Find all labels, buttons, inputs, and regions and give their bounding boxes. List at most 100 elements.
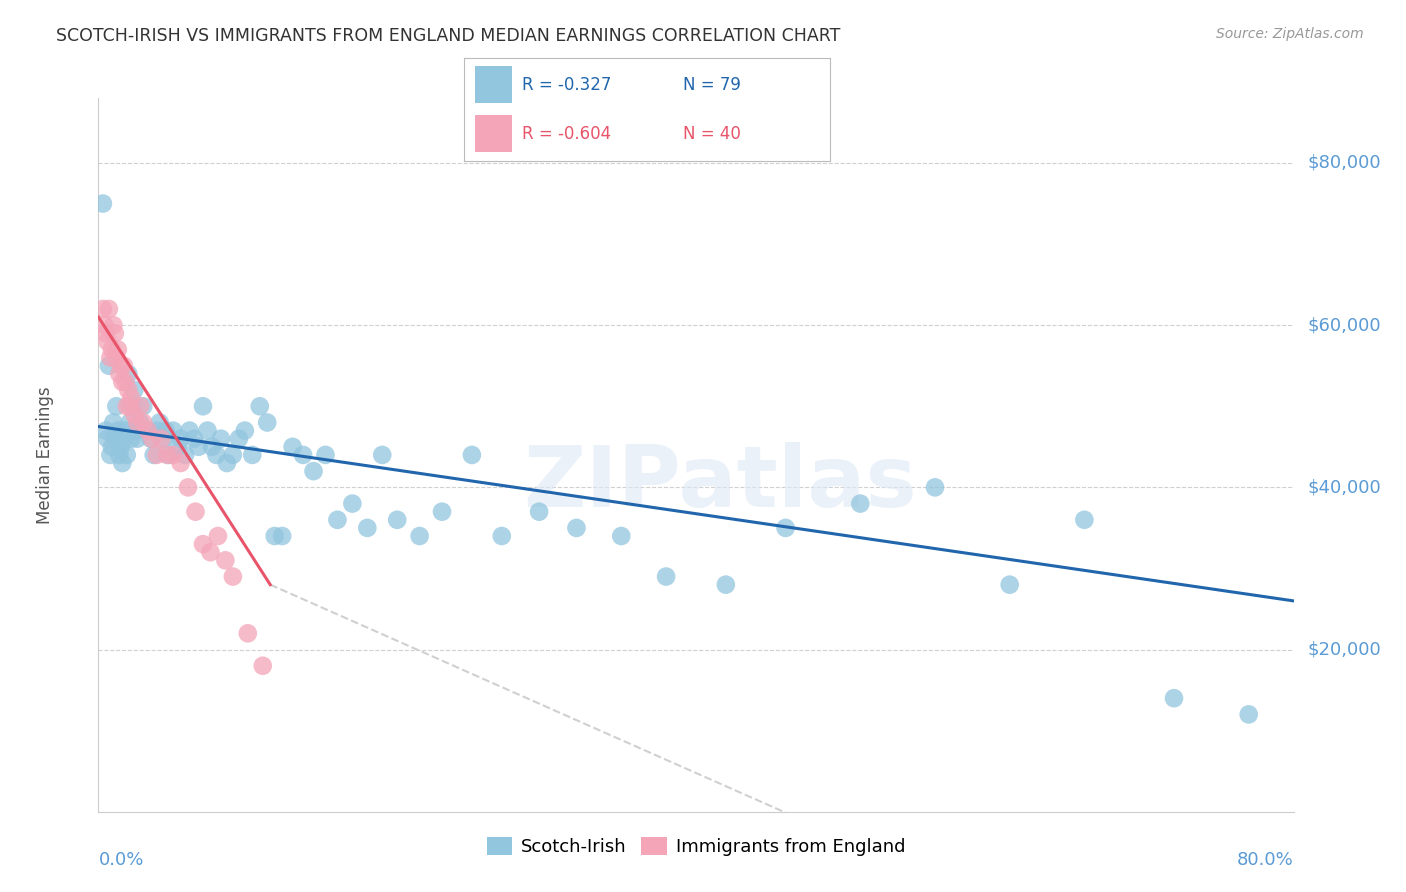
Point [98,448,122,462]
Point [118,416,141,430]
Point [215,456,238,470]
Point [145,448,167,462]
Point [101,343,124,357]
Point [129,399,152,413]
Point [105,399,128,413]
Bar [475,115,512,153]
Point [610,529,633,543]
Point [97,359,120,373]
Point [150,432,173,446]
Point [252,658,274,673]
Legend: Scotch-Irish, Immigrants from England: Scotch-Irish, Immigrants from England [479,830,912,863]
Point [342,497,364,511]
Point [125,424,148,438]
Point [145,424,167,438]
Point [263,529,285,543]
Point [209,432,232,446]
Point [233,424,256,438]
Point [191,399,214,413]
Text: $40,000: $40,000 [1308,478,1382,496]
Point [101,440,124,454]
Point [1163,691,1185,706]
Point [527,505,550,519]
Point [155,424,177,438]
Point [121,399,143,413]
Point [775,521,797,535]
Text: 80.0%: 80.0% [1237,851,1294,869]
Point [129,416,152,430]
Point [157,448,180,462]
Point [142,448,165,462]
Point [408,529,430,543]
Point [124,383,146,397]
Point [111,375,134,389]
Text: 0.0%: 0.0% [98,851,143,869]
Point [271,529,294,543]
Point [120,432,142,446]
Point [197,424,219,438]
Point [127,432,149,446]
Point [201,440,224,454]
Point [169,456,191,470]
Point [96,334,118,349]
Point [108,448,131,462]
Text: ZIPatlas: ZIPatlas [523,442,917,525]
Point [714,577,737,591]
Point [107,343,129,357]
Point [97,301,120,316]
Point [371,448,394,462]
Point [124,408,146,422]
Point [104,326,127,341]
Point [136,424,159,438]
Point [326,513,349,527]
Point [356,521,378,535]
Point [103,416,125,430]
Bar [475,66,512,103]
Point [924,480,946,494]
Point [256,416,278,430]
Point [117,367,139,381]
Point [118,399,141,413]
Text: N = 79: N = 79 [683,76,741,94]
Point [565,521,588,535]
Point [132,416,155,430]
Point [1073,513,1095,527]
Point [120,391,142,405]
Point [385,513,409,527]
Point [108,367,131,381]
Point [112,432,135,446]
Text: R = -0.327: R = -0.327 [523,76,612,94]
Point [114,375,136,389]
Point [184,505,207,519]
Text: $80,000: $80,000 [1308,154,1382,172]
Point [105,351,128,365]
Point [139,432,162,446]
Point [112,359,135,373]
Point [94,424,117,438]
Text: N = 40: N = 40 [683,125,741,143]
Point [114,424,136,438]
Point [302,464,325,478]
Point [655,569,678,583]
Text: Median Earnings: Median Earnings [35,386,53,524]
Point [179,424,201,438]
Point [249,399,271,413]
Point [107,424,129,438]
Point [115,448,138,462]
Text: R = -0.604: R = -0.604 [523,125,612,143]
Point [998,577,1021,591]
Point [117,383,139,397]
Text: SCOTCH-IRISH VS IMMIGRANTS FROM ENGLAND MEDIAN EARNINGS CORRELATION CHART: SCOTCH-IRISH VS IMMIGRANTS FROM ENGLAND … [56,27,841,45]
Point [104,432,127,446]
Point [292,448,315,462]
Point [96,432,118,446]
Text: $20,000: $20,000 [1308,640,1382,658]
Point [115,399,138,413]
Point [162,448,184,462]
Point [174,448,197,462]
Point [166,440,188,454]
Point [200,545,222,559]
Point [177,480,200,494]
Point [187,440,209,454]
Point [169,432,191,446]
